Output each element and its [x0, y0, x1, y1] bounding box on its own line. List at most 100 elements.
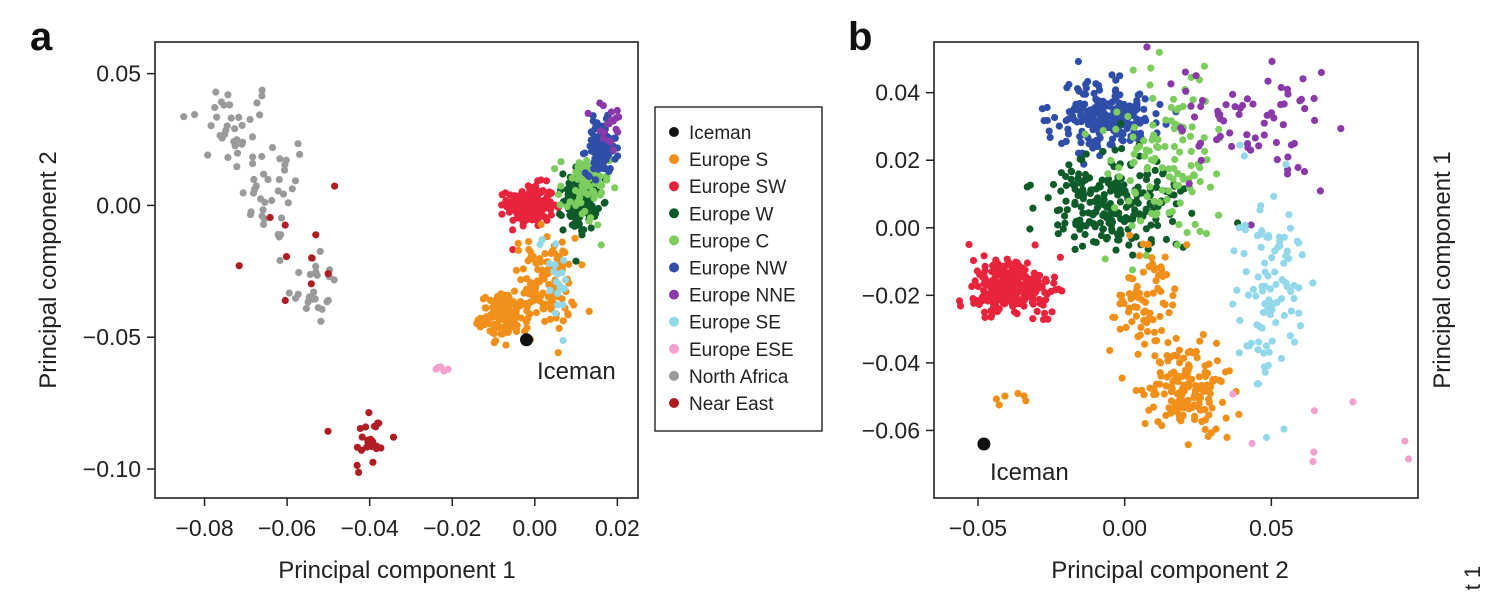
panel-b-point-europe-nw [1045, 127, 1053, 135]
panel-b-point-europe-w [1180, 185, 1188, 193]
panel-a-point-europe-w [600, 199, 608, 207]
panel-b-point-europe-nne [1214, 107, 1222, 115]
panel-b-point-europe-sw [1041, 288, 1049, 296]
panel-b-point-europe-s [1185, 363, 1193, 371]
panel-b-point-europe-s [1191, 387, 1199, 395]
panel-b-point-europe-nw [1064, 130, 1073, 138]
panel-b-point-europe-w [1072, 221, 1080, 229]
panel-b-point-europe-se [1255, 338, 1263, 346]
panel-b-point-europe-nw [1058, 139, 1066, 148]
panel-b-point-europe-sw [956, 302, 965, 310]
panel-b-point-europe-c [1101, 255, 1109, 263]
panel-b-point-europe-s [1196, 337, 1204, 345]
panel-a-point-europe-sw [526, 183, 535, 192]
panel-a-point-europe-se [560, 285, 569, 293]
panel-b-point-europe-nw [1112, 86, 1120, 94]
panel-a-point-north-africa [258, 86, 266, 94]
panel-b-point-europe-s [1174, 377, 1182, 386]
panel-a-point-europe-s [570, 301, 578, 309]
panel-b-point-europe-sw [1013, 300, 1022, 308]
panel-b-xlabel: Principal component 2 [1051, 557, 1288, 584]
panel-b-point-europe-c [1203, 156, 1211, 164]
panel-b-point-europe-se [1268, 337, 1276, 345]
panel-b-point-europe-w [1079, 209, 1087, 217]
panel-b-point-europe-w [1159, 170, 1167, 178]
panel-a-point-europe-w [567, 212, 575, 221]
panel-b-point-europe-nne [1228, 142, 1236, 151]
panel-b-point-europe-nw [1102, 102, 1110, 110]
panel-a-point-north-africa [291, 177, 300, 185]
panel-a-point-europe-c [557, 158, 565, 166]
panel-b-point-europe-c [1126, 177, 1134, 185]
panel-b-point-europe-c [1190, 172, 1198, 180]
panel-a-point-north-africa [281, 166, 289, 174]
panel-b-point-europe-s [995, 401, 1003, 409]
panel-b-point-europe-w [1044, 194, 1052, 202]
panel-b-point-europe-se [1268, 254, 1276, 262]
panel-b-point-europe-c [1129, 133, 1137, 141]
panel-b-point-europe-w [1099, 147, 1107, 156]
panel-a-point-europe-w [555, 210, 564, 218]
panel-a-point-north-africa [316, 247, 324, 255]
panel-a-point-europe-s [585, 307, 593, 315]
panel-b-point-europe-w [1077, 203, 1085, 211]
panel-b-point-europe-w [1091, 197, 1099, 205]
panel-b-point-europe-w [1067, 175, 1075, 183]
panel-b-point-europe-c [1115, 164, 1123, 172]
panel-b-point-europe-ese [1310, 448, 1318, 456]
panel-a-point-near-east [362, 423, 370, 431]
panel-a-point-europe-s [523, 275, 531, 283]
panel-a-point-europe-sw [529, 204, 537, 212]
panel-a-point-north-africa [277, 214, 286, 222]
panel-a-xtick-label: −0.06 [258, 515, 316, 541]
panel-b-point-europe-se [1280, 425, 1288, 433]
panel-a-point-europe-c [555, 190, 563, 198]
panel-a-point-north-africa [317, 317, 325, 325]
panel-b-point-europe-c [1156, 198, 1164, 207]
panel-b-point-europe-sw [1051, 286, 1060, 294]
panel-b-point-europe-nne [1279, 121, 1287, 129]
legend-label-europe-w: Europe W [689, 204, 774, 225]
panel-b-point-europe-s [1164, 339, 1172, 347]
panel-b-point-europe-nw [1070, 116, 1079, 124]
panel-a-point-north-africa [216, 132, 224, 140]
panel-b-point-europe-c [1189, 96, 1197, 104]
panel-a-ytick-label: 0.00 [96, 192, 141, 218]
panel-a-point-europe-s [483, 313, 491, 321]
panel-b-point-europe-w [1117, 120, 1125, 128]
panel-b-point-europe-s [1150, 266, 1158, 274]
legend-swatch-europe-sw [669, 181, 679, 192]
panel-b-point-europe-sw [1002, 287, 1010, 295]
panel-b-point-europe-w [1098, 176, 1106, 184]
panel-b-point-europe-s [1177, 403, 1186, 411]
panel-b-point-europe-nne [1185, 180, 1193, 188]
legend-label-iceman: Iceman [689, 123, 751, 144]
panel-b-point-europe-c [1146, 183, 1154, 191]
panel-b-point-europe-w [1118, 145, 1126, 153]
panel-b-point-europe-c [1129, 66, 1137, 74]
panel-b-point-europe-sw [980, 280, 988, 288]
panel-b-point-europe-s [1209, 377, 1217, 385]
panel-a-xtick-label: 0.02 [595, 515, 640, 541]
panel-b-point-europe-s [1212, 339, 1221, 347]
panel-a-point-europe-s [479, 295, 487, 303]
panel-a-point-north-africa [323, 298, 331, 306]
panel-a-point-europe-s [523, 302, 532, 310]
panel-b-point-europe-s [1161, 253, 1169, 261]
panel-b-point-europe-se [1256, 206, 1264, 214]
panel-b-point-europe-sw [990, 277, 999, 286]
panel-b-point-europe-sw [975, 300, 983, 309]
panel-b-point-europe-c [1187, 147, 1195, 155]
panel-b-point-europe-w [1061, 219, 1069, 227]
panel-b-point-europe-se [1261, 368, 1269, 376]
panel-b-ytick-label: −0.02 [862, 282, 920, 308]
panel-a-point-europe-se [554, 301, 562, 309]
panel-b-point-europe-nw [1095, 86, 1104, 94]
panel-b-point-europe-c [1173, 241, 1181, 249]
panel-a-point-north-africa [268, 144, 277, 152]
panel-b-point-europe-nw [1156, 100, 1164, 109]
panel-a-point-north-africa [312, 268, 320, 276]
legend-label-europe-nw: Europe NW [689, 259, 787, 280]
panel-b-point-europe-s [1203, 381, 1211, 389]
panel-b-point-europe-s [1175, 411, 1183, 419]
